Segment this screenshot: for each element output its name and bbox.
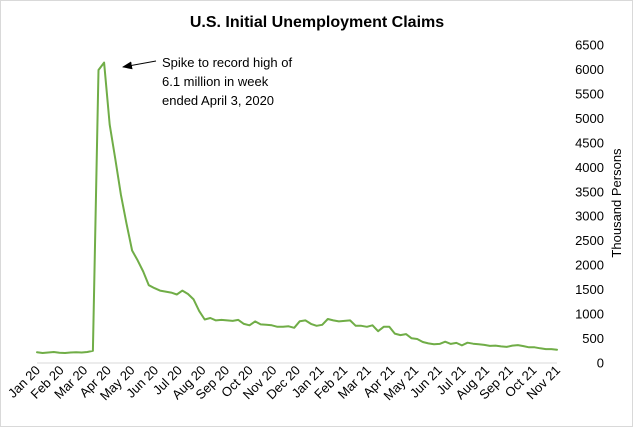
- y-tick-label: 1500: [575, 282, 604, 297]
- y-tick-label: 0: [597, 356, 604, 371]
- y-tick-label: 3500: [575, 184, 604, 199]
- y-tick-label: 5500: [575, 86, 604, 101]
- annotation-arrow: [122, 60, 157, 70]
- y-tick-label: 4500: [575, 135, 604, 150]
- y-tick-label: 500: [582, 331, 604, 346]
- y-tick-label: 6000: [575, 62, 604, 77]
- y-tick-group: 0 500 1000 1500 2000 2500 3000 3500 4000 4500 5000…: [575, 38, 604, 371]
- y-tick-label: 5000: [575, 111, 604, 126]
- y-tick-label: 6500: [575, 38, 604, 53]
- annotation-line-3: ended April 3, 2020: [162, 93, 274, 108]
- y-tick-label: 1000: [575, 307, 604, 322]
- chart-title: U.S. Initial Unemployment Claims: [190, 14, 444, 31]
- y-tick-label: 2500: [575, 233, 604, 248]
- claims-series-line: [36, 61, 558, 354]
- annotation-line-2: 6.1 million in week: [162, 74, 269, 89]
- y-tick-label: 4000: [575, 160, 604, 175]
- y-axis-title: Thousand Persons: [609, 148, 624, 258]
- y-tick-label: 2000: [575, 258, 604, 273]
- annotation-line-1: Spike to record high of: [162, 55, 292, 70]
- spike-annotation: Spike to record high of 6.1 million in w…: [122, 55, 292, 108]
- y-tick-label: 3000: [575, 209, 604, 224]
